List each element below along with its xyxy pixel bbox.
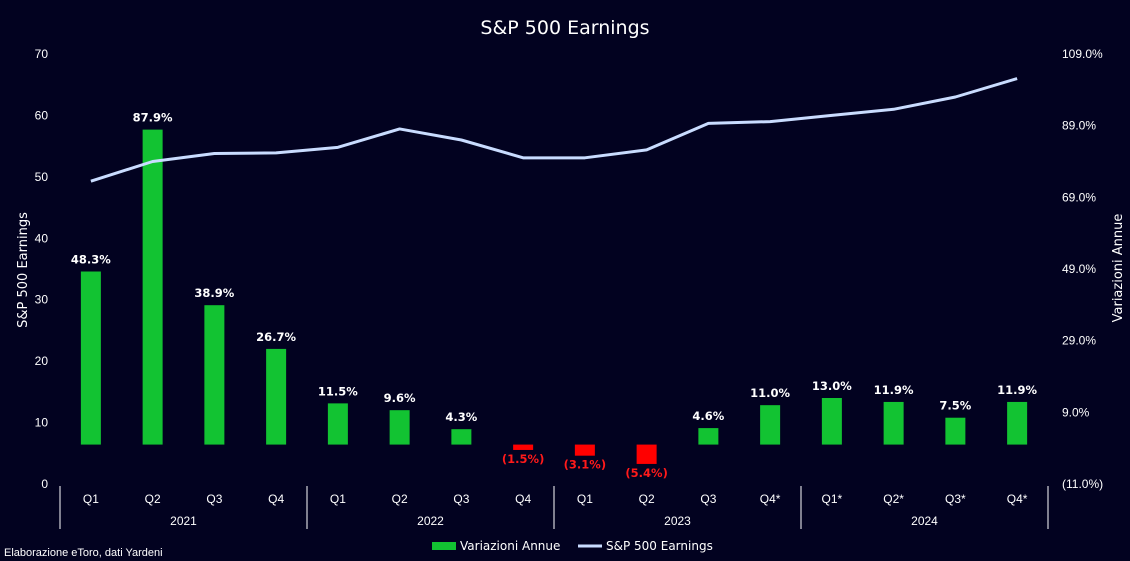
x-tick-label: Q2*: [883, 492, 904, 506]
bar: [698, 428, 719, 445]
x-tick-label: Q1: [330, 492, 346, 506]
bar: [80, 271, 101, 445]
bar-data-label: 11.9%: [874, 383, 914, 397]
legend-label-bar: Variazioni Annue: [460, 539, 560, 553]
bar-data-labels: 48.3% 87.9% 38.9% 26.7% 11.5% 9.6% 4.3% (1.5%) (…: [71, 111, 1038, 480]
x-tick-label: Q3: [700, 492, 716, 506]
bar-data-label: 11.9%: [997, 383, 1037, 397]
bar: [760, 405, 781, 445]
y-left-tick-label: 0: [41, 477, 48, 491]
bar: [1007, 401, 1028, 445]
x-tick-label: Q3: [453, 492, 469, 506]
legend-swatch-bar: [432, 542, 456, 550]
y-left-tick-label: 50: [35, 170, 49, 184]
x-year-label: 2021: [170, 514, 197, 528]
bar: [821, 398, 842, 445]
bar-data-label: 26.7%: [256, 330, 296, 344]
x-year-label: 2023: [664, 514, 691, 528]
y-right-tick-label: (11.0%): [1062, 477, 1103, 491]
x-tick-label: Q4*: [760, 492, 781, 506]
bar-data-label: (1.5%): [502, 452, 544, 466]
bar-data-label: 9.6%: [384, 391, 416, 405]
x-axis: Q1 Q2 Q3 Q4 Q1 Q2 Q3 Q4 Q1 Q2 Q3 Q4* Q1* Q2* Q3* Q4* 202…: [59, 486, 1049, 529]
bar-data-label: 11.0%: [750, 386, 790, 400]
y-right-tick-label: 89.0%: [1062, 119, 1096, 133]
x-tick-label: Q4*: [1007, 492, 1028, 506]
bar: [574, 444, 595, 456]
bar-data-label: (3.1%): [564, 458, 606, 472]
legend-label-line: S&P 500 Earnings: [606, 539, 713, 553]
y-right-tick-label: 69.0%: [1062, 190, 1096, 204]
bars-variazioni-annue: [80, 129, 1028, 464]
x-tick-label: Q2: [392, 492, 408, 506]
y-axis-left-ticks: 0 10 20 30 40 50 60 70: [35, 47, 49, 491]
bar: [389, 410, 410, 445]
y-left-tick-label: 70: [35, 47, 49, 61]
bar: [142, 129, 163, 445]
x-year-label: 2022: [417, 514, 444, 528]
y-axis-right-title: Variazioni Annue: [1111, 214, 1126, 323]
x-tick-label: Q1: [577, 492, 593, 506]
bar: [204, 305, 225, 445]
x-tick-label: Q4: [268, 492, 284, 506]
x-tick-label: Q4: [515, 492, 531, 506]
bar-data-label: (5.4%): [625, 466, 667, 480]
bar-data-label: 7.5%: [939, 399, 971, 413]
y-left-tick-label: 30: [35, 293, 49, 307]
y-right-tick-label: 9.0%: [1062, 405, 1090, 419]
bar-data-label: 4.3%: [445, 410, 477, 424]
bar-data-label: 13.0%: [812, 379, 852, 393]
y-left-tick-label: 40: [35, 231, 49, 245]
source-note: Elaborazione eToro, dati Yardeni: [4, 547, 163, 559]
y-left-tick-label: 20: [35, 354, 49, 368]
sp500-earnings-line: [90, 77, 1018, 183]
y-axis-left-title: S&P 500 Earnings: [16, 212, 31, 328]
bar: [451, 429, 472, 445]
x-tick-label: Q1: [83, 492, 99, 506]
bar: [636, 444, 657, 464]
bar-data-label: 38.9%: [194, 286, 234, 300]
line-sp500-earnings: [90, 77, 1018, 183]
y-left-tick-label: 10: [35, 416, 49, 430]
bar-data-label: 11.5%: [318, 384, 358, 398]
bar: [945, 417, 966, 445]
x-year-label: 2024: [911, 514, 938, 528]
bar-data-label: 48.3%: [71, 253, 111, 267]
x-tick-label: Q1*: [822, 492, 843, 506]
bar: [883, 401, 904, 445]
bar-data-label: 87.9%: [133, 111, 173, 125]
y-axis-right-ticks: (11.0%) 9.0% 29.0% 49.0% 69.0% 89.0% 109.0%: [1062, 47, 1103, 491]
x-tick-label: Q3*: [945, 492, 966, 506]
y-left-tick-label: 60: [35, 108, 49, 122]
bar: [327, 403, 348, 445]
bar-data-label: 4.6%: [692, 409, 724, 423]
y-right-tick-label: 49.0%: [1062, 262, 1096, 276]
x-tick-label: Q2: [639, 492, 655, 506]
legend: Variazioni Annue S&P 500 Earnings: [432, 539, 713, 553]
y-right-tick-label: 109.0%: [1062, 47, 1103, 61]
y-right-tick-label: 29.0%: [1062, 334, 1096, 348]
chart-title: S&P 500 Earnings: [480, 17, 649, 39]
bar: [513, 444, 534, 450]
bar: [266, 348, 287, 445]
x-tick-label: Q3: [206, 492, 222, 506]
x-tick-label: Q2: [145, 492, 161, 506]
